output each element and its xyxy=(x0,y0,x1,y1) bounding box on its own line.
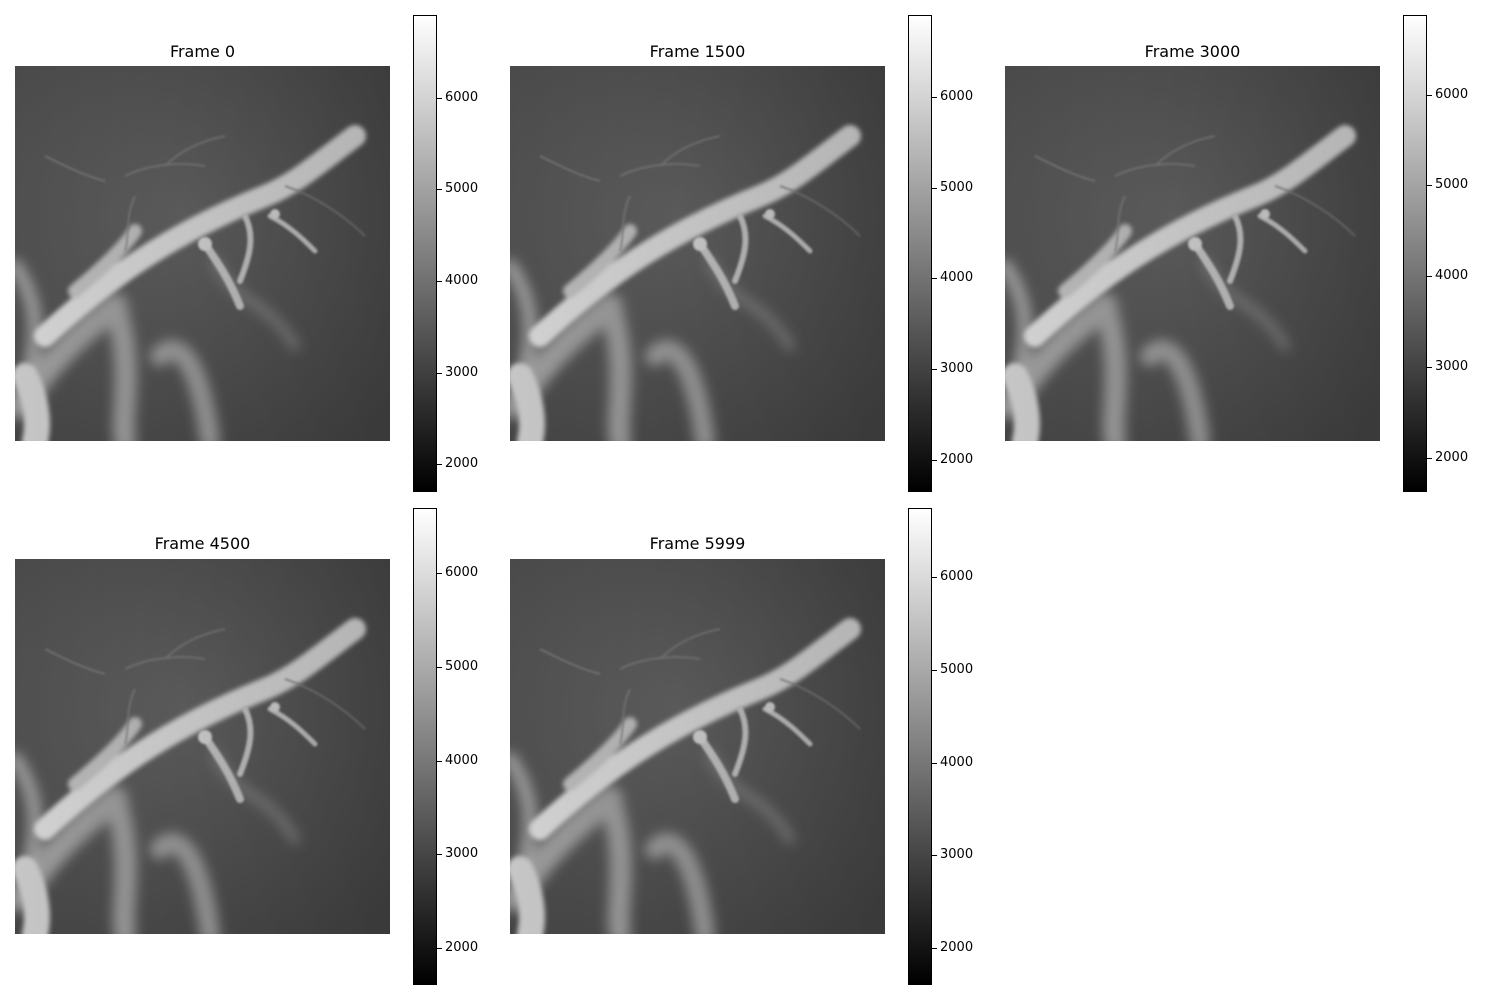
colorbar-tick-label: 6000 xyxy=(445,89,479,105)
frame-image xyxy=(510,559,885,934)
colorbar-tick-label: 4000 xyxy=(1435,268,1469,284)
frame-image xyxy=(15,66,390,441)
colorbar xyxy=(413,15,437,492)
colorbar-tick-mark xyxy=(932,670,937,672)
colorbar-tick-label: 3000 xyxy=(1435,358,1469,374)
colorbar-tick-label: 5000 xyxy=(1435,177,1469,193)
frame-image xyxy=(1005,66,1380,441)
colorbar-tick-mark xyxy=(932,855,937,857)
colorbar-tick-label: 5000 xyxy=(940,662,974,678)
panel-title: Frame 4500 xyxy=(154,534,251,553)
colorbar-tick-label: 2000 xyxy=(940,452,974,468)
colorbar-tick-mark xyxy=(932,369,937,371)
colorbar-tick-label: 5000 xyxy=(445,659,479,674)
panel-title: Frame 5999 xyxy=(649,534,746,553)
colorbar-tick-label: 4000 xyxy=(940,754,974,770)
colorbar-tick-mark xyxy=(437,189,442,191)
colorbar-tick-mark xyxy=(437,372,442,374)
colorbar-tick-mark xyxy=(932,96,937,98)
panel-title: Frame 1500 xyxy=(649,42,746,61)
colorbar-tick-mark xyxy=(932,187,937,189)
colorbar-tick-label: 2000 xyxy=(445,939,479,955)
colorbar-tick-label: 5000 xyxy=(445,181,479,197)
colorbar-tick-mark xyxy=(1427,366,1432,368)
colorbar-tick-label: 6000 xyxy=(445,565,479,581)
colorbar-tick-mark xyxy=(932,947,937,949)
colorbar-ticks: 2000 3000 4000 5000 6000 xyxy=(437,15,497,492)
colorbar-tick-label: 4000 xyxy=(445,273,479,289)
panel-title: Frame 3000 xyxy=(1144,42,1241,61)
colorbar-tick-label: 6000 xyxy=(940,569,974,585)
colorbar-ticks: 2000 3000 4000 5000 6000 xyxy=(932,508,992,985)
colorbar-tick-label: 2000 xyxy=(445,456,479,472)
colorbar-tick-mark xyxy=(437,667,442,668)
colorbar-tick-mark xyxy=(1427,276,1432,278)
frame-image xyxy=(510,66,885,441)
colorbar-tick-label: 3000 xyxy=(445,846,479,862)
colorbar-tick-mark xyxy=(932,278,937,280)
colorbar-ticks: 2000 3000 4000 5000 6000 xyxy=(932,15,992,492)
colorbar-tick-mark xyxy=(437,97,442,99)
colorbar xyxy=(1403,15,1427,492)
colorbar-tick-mark xyxy=(437,464,442,466)
frame-image xyxy=(15,559,390,934)
colorbar-tick-mark xyxy=(932,577,937,579)
colorbar-tick-mark xyxy=(437,854,442,856)
colorbar-tick-label: 2000 xyxy=(940,939,974,955)
colorbar-tick-label: 3000 xyxy=(445,364,479,380)
colorbar-tick-label: 2000 xyxy=(1435,449,1469,465)
colorbar xyxy=(413,508,437,985)
colorbar xyxy=(908,15,932,492)
colorbar-tick-mark xyxy=(437,281,442,283)
colorbar-tick-mark xyxy=(437,573,442,575)
colorbar-tick-label: 4000 xyxy=(940,270,974,286)
colorbar-tick-mark xyxy=(932,762,937,764)
colorbar-tick-label: 6000 xyxy=(940,88,974,104)
colorbar-tick-label: 4000 xyxy=(445,752,479,768)
colorbar-ticks: 2000 3000 4000 5000 6000 xyxy=(1427,15,1487,492)
panel-title: Frame 0 xyxy=(169,42,236,61)
colorbar-tick-label: 3000 xyxy=(940,361,974,377)
colorbar-tick-mark xyxy=(932,460,937,462)
colorbar-tick-mark xyxy=(1427,185,1432,187)
colorbar-ticks: 2000 3000 4000 5000 6000 xyxy=(437,508,497,985)
colorbar-tick-mark xyxy=(1427,457,1432,459)
colorbar-tick-label: 5000 xyxy=(940,179,974,195)
colorbar-tick-label: 3000 xyxy=(940,847,974,863)
colorbar-tick-mark xyxy=(437,947,442,949)
colorbar-tick-mark xyxy=(1427,94,1432,96)
colorbar-tick-label: 6000 xyxy=(1435,86,1469,102)
colorbar-tick-mark xyxy=(437,760,442,762)
colorbar xyxy=(908,508,932,985)
